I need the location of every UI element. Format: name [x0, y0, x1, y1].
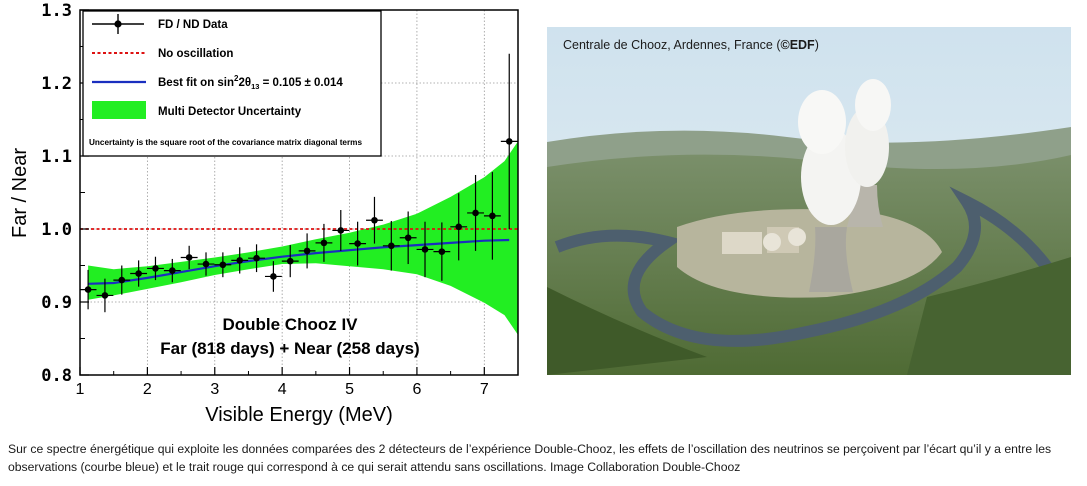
- y-tick-label: 1.2: [41, 74, 72, 94]
- data-marker: [169, 267, 176, 274]
- data-marker: [253, 254, 260, 262]
- x-tick-label: 4: [278, 381, 287, 398]
- chooz-plant-photo: Centrale de Chooz, Ardennes, France (©ED…: [547, 27, 1071, 375]
- data-marker: [152, 265, 159, 272]
- y-tick-label: 1.3: [41, 1, 72, 21]
- data-point: [264, 261, 282, 292]
- data-marker: [505, 138, 513, 145]
- legend-data-marker: [114, 20, 122, 28]
- data-marker: [202, 260, 210, 268]
- legend: FD / ND Data No oscillation Best fit on …: [82, 10, 382, 157]
- data-marker: [455, 223, 463, 231]
- data-point: [450, 193, 468, 261]
- legend-data-label: FD / ND Data: [158, 19, 228, 31]
- legend-band-label: Multi Detector Uncertainty: [158, 106, 302, 118]
- data-marker: [421, 246, 429, 253]
- chart: 1 2 3 4 5 6 7 0.8 0.9 1.0 1.1 1.2 1.3 FD / ND Data N…: [0, 0, 540, 430]
- data-point: [298, 233, 316, 269]
- data-marker: [185, 254, 193, 261]
- data-point: [366, 196, 383, 244]
- data-point: [214, 252, 232, 278]
- data-point: [197, 252, 215, 276]
- data-point: [79, 269, 97, 310]
- data-point: [96, 278, 114, 313]
- data-marker: [371, 216, 378, 224]
- y-tick-label: 1.1: [41, 147, 72, 167]
- photo-caption-credit: ©EDF: [780, 38, 815, 52]
- best-fit-line: [88, 238, 510, 285]
- photo-illustration: [547, 27, 1071, 375]
- legend-noosc-label: No oscillation: [158, 48, 233, 60]
- data-point: [315, 223, 333, 262]
- data-point: [416, 221, 434, 278]
- data-marker: [270, 273, 277, 280]
- data-marker: [118, 276, 126, 284]
- data-point: [483, 172, 501, 260]
- data-marker: [219, 261, 227, 269]
- data-marker: [489, 212, 496, 220]
- data-point: [349, 221, 367, 266]
- data-marker: [286, 257, 294, 265]
- legend-fit-sub: 13: [251, 82, 259, 91]
- x-tick-label: 7: [480, 381, 489, 398]
- data-point: [433, 222, 451, 281]
- x-axis-label: Visible Energy (MeV): [205, 404, 392, 426]
- figure-caption: Sur ce spectre énergétique qui exploite …: [8, 442, 1052, 474]
- legend-fit-label: Best fit on sin22θ13 = 0.105 ± 0.014: [158, 74, 343, 91]
- x-tick-label: 5: [345, 381, 354, 398]
- data-marker: [320, 239, 328, 247]
- data-marker: [135, 270, 142, 277]
- annotation-line2: Far (818 days) + Near (258 days): [160, 339, 419, 358]
- data-marker: [472, 209, 479, 217]
- legend-fit-value: = 0.105 ± 0.014: [259, 77, 343, 89]
- y-axis-label: Far / Near: [9, 148, 31, 238]
- x-tick-label: 3: [210, 381, 219, 398]
- x-tick-label: 6: [412, 381, 421, 398]
- legend-fit-sup: 2: [234, 74, 239, 83]
- data-marker: [84, 286, 92, 293]
- y-tick-label: 0.9: [41, 293, 72, 313]
- data-point: [130, 260, 148, 287]
- y-tick-label: 1.0: [41, 220, 72, 240]
- y-tick-label: 0.8: [41, 366, 72, 386]
- data-point: [147, 256, 164, 281]
- x-tick-label: 1: [76, 381, 85, 398]
- uncertainty-band: [88, 141, 518, 335]
- photo-caption-text: Centrale de Chooz, Ardennes, France (: [563, 38, 781, 52]
- data-point: [248, 244, 265, 273]
- data-marker: [236, 257, 244, 264]
- photo-caption: Centrale de Chooz, Ardennes, France (©ED…: [563, 38, 819, 52]
- photo-caption-end: ): [814, 38, 819, 52]
- legend-fit-mid: 2θ: [238, 77, 251, 89]
- data-marker: [101, 292, 109, 299]
- data-point: [332, 210, 350, 251]
- data-point: [163, 258, 181, 283]
- data-marker: [303, 247, 311, 255]
- data-point: [399, 211, 417, 265]
- x-tick-label: 2: [143, 381, 152, 398]
- data-point: [180, 245, 198, 270]
- annotation-line1: Double Chooz IV: [222, 315, 358, 334]
- data-marker: [404, 234, 412, 242]
- chart-svg: 1 2 3 4 5 6 7 0.8 0.9 1.0 1.1 1.2 1.3 FD / ND Data N…: [9, 1, 519, 426]
- legend-note: Uncertainty is the square root of the co…: [89, 138, 362, 147]
- legend-box: [82, 10, 382, 157]
- data-marker: [438, 248, 446, 255]
- data-point: [467, 174, 484, 251]
- legend-band-swatch: [92, 101, 146, 119]
- legend-fit-prefix: Best fit on sin: [158, 77, 234, 89]
- data-point: [113, 265, 131, 295]
- data-point: [382, 220, 400, 271]
- data-point: [500, 53, 518, 229]
- data-point: [231, 247, 249, 274]
- data-marker: [388, 242, 395, 250]
- data-point: [281, 245, 299, 278]
- data-marker: [354, 240, 361, 247]
- data-marker: [337, 227, 345, 234]
